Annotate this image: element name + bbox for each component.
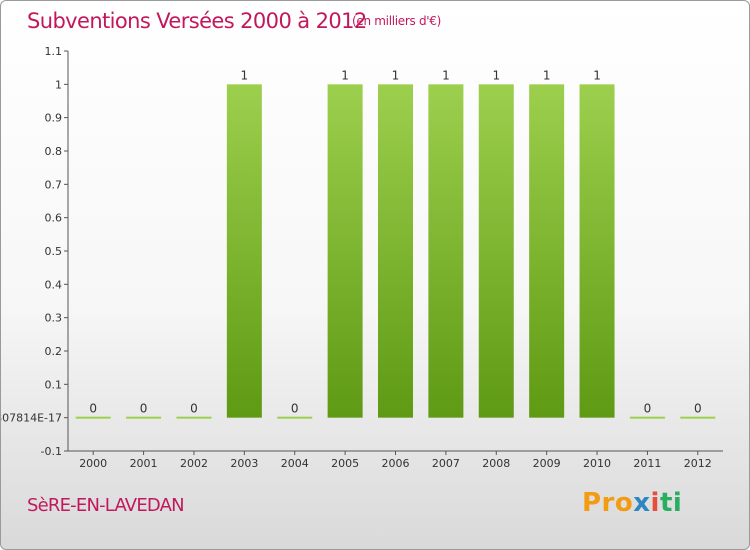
y-tick-label: 1.1: [45, 45, 63, 58]
value-label: 0: [694, 402, 702, 416]
y-tick-label: 0.1: [45, 378, 63, 391]
logo-part-4: ti: [659, 488, 683, 518]
x-tick-label: 2009: [533, 457, 561, 470]
x-tick-label: 2011: [633, 457, 661, 470]
x-tick-label: 2002: [180, 457, 208, 470]
x-tick-label: 2012: [684, 457, 712, 470]
bar: [629, 416, 665, 419]
bar: [579, 84, 615, 418]
bar: [277, 416, 313, 419]
y-tick-label: 0.4: [45, 278, 63, 291]
x-tick-label: 2004: [281, 457, 309, 470]
value-label: 1: [341, 68, 349, 82]
bar: [680, 416, 716, 419]
bar: [75, 416, 111, 419]
y-tick-label: 0.9: [45, 112, 63, 125]
x-tick-label: 2007: [432, 457, 460, 470]
bar: [126, 416, 162, 419]
x-tick-label: 2008: [482, 457, 510, 470]
y-tick-label: 0.7: [45, 178, 63, 191]
bar: [176, 416, 212, 419]
x-tick-label: 2000: [79, 457, 107, 470]
value-label: 1: [241, 68, 249, 82]
y-tick-labels: -0.1 1.3877787807814E-17 0.1 0.2 0.3 0.4 0.5 0.…: [1, 45, 62, 458]
bar: [529, 84, 565, 418]
commune-name: SèRE-EN-LAVEDAN: [27, 495, 185, 516]
x-tick-label: 2006: [382, 457, 410, 470]
x-tick-label: 2001: [130, 457, 158, 470]
x-tick-label: 2005: [331, 457, 359, 470]
y-tick-label: 1: [55, 78, 62, 91]
value-label: 0: [190, 402, 198, 416]
value-label: 1: [492, 68, 500, 82]
value-label: 1: [392, 68, 400, 82]
value-label: 0: [89, 402, 97, 416]
y-tick-label: 1.3877787807814E-17: [1, 412, 62, 425]
bar: [428, 84, 464, 418]
x-tick-label: 2010: [583, 457, 611, 470]
bar: [226, 84, 262, 418]
chart-title: Subventions Versées 2000 à 2012: [27, 9, 367, 33]
logo-part-2: x: [633, 488, 651, 518]
y-tick-label: 0.6: [45, 212, 63, 225]
value-label: 0: [291, 402, 299, 416]
y-tick-label: 0.3: [45, 312, 63, 325]
value-label: 1: [593, 68, 601, 82]
bar: [378, 84, 413, 418]
bar: [478, 84, 514, 418]
bar: [327, 84, 363, 418]
value-label: 1: [543, 68, 551, 82]
y-tick-label: 0.8: [45, 145, 63, 158]
value-label: 0: [140, 402, 148, 416]
value-label: 0: [644, 402, 652, 416]
chart-unit: (en milliers d'€): [352, 14, 442, 28]
value-label: 1: [442, 68, 450, 82]
bars-layer: [75, 84, 716, 419]
proxiti-logo[interactable]: Proxiti: [582, 488, 682, 518]
y-tick-label: 0.5: [45, 245, 63, 258]
x-tick-label: 2003: [230, 457, 258, 470]
labels-layer: 2000 0 2001 0 2002 0 2003 1 2004 0 2005 1 2006 1 2007 1…: [79, 68, 712, 470]
logo-part-3: i: [650, 488, 660, 518]
logo-part-1: Pro: [582, 488, 634, 518]
y-tick-label: -0.1: [41, 445, 62, 458]
y-tick-label: 0.2: [45, 345, 63, 358]
axes: [64, 50, 723, 455]
